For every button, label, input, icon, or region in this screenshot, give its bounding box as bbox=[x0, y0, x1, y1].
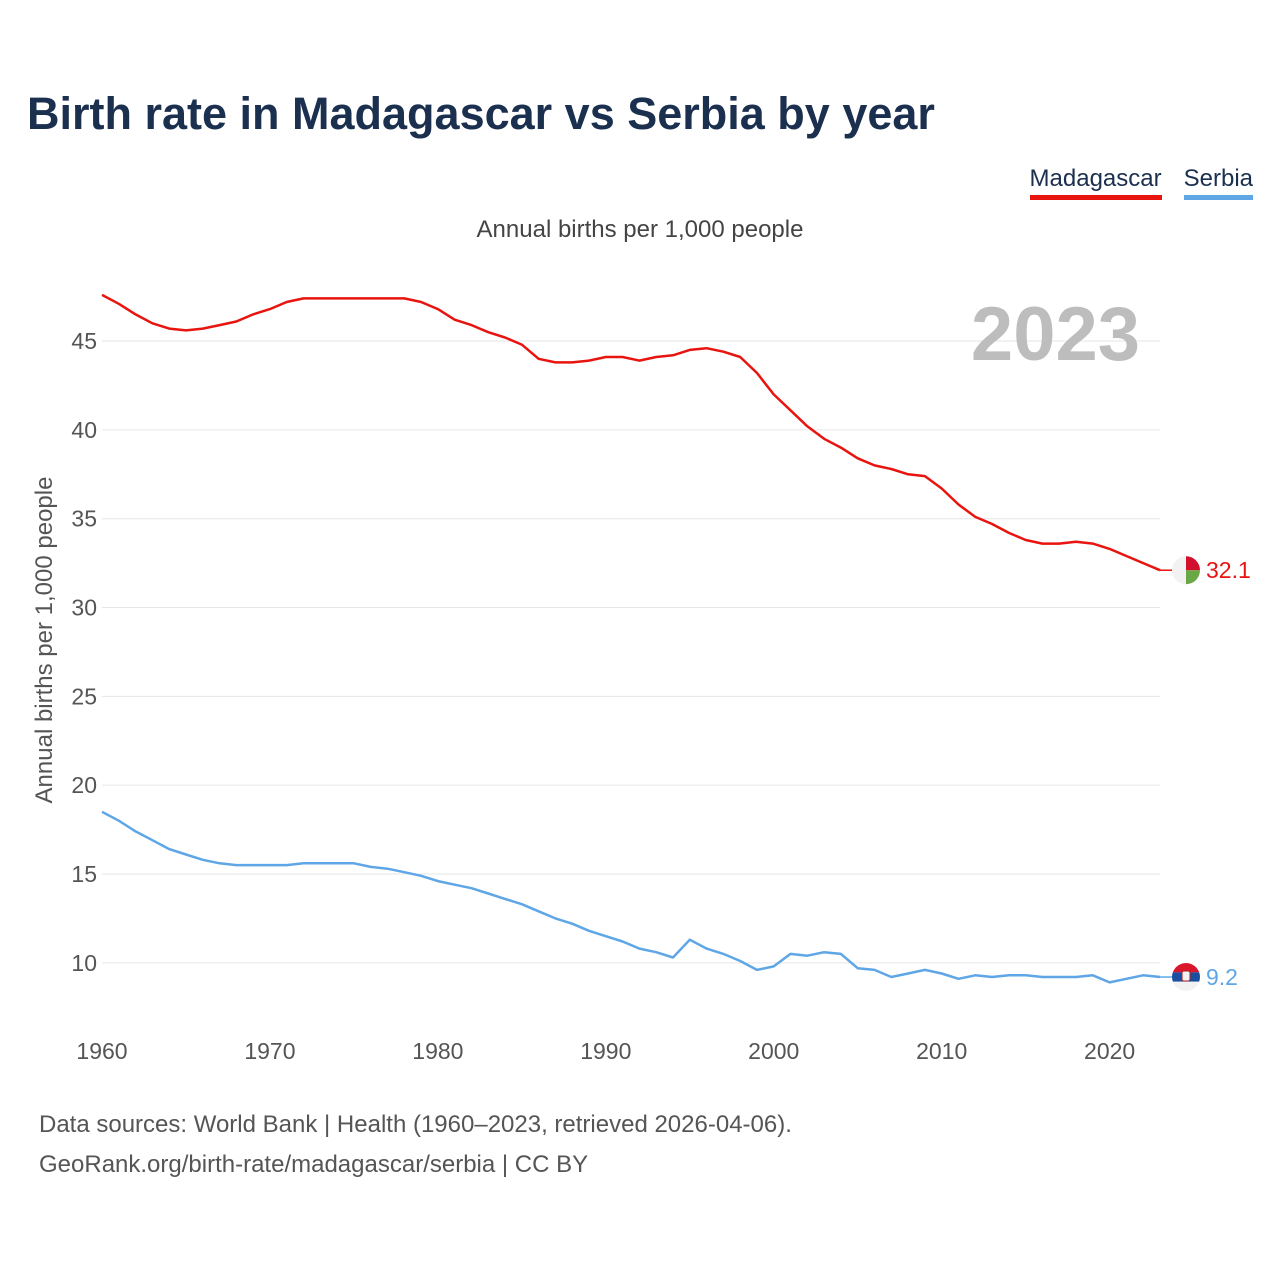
source-note: Data sources: World Bank | Health (1960–… bbox=[39, 1105, 792, 1185]
y-axis-ticks: 10 15 20 25 30 35 40 45 bbox=[71, 328, 97, 976]
x-axis-ticks: 1960 1970 1980 1990 2000 2010 2020 bbox=[76, 1038, 1135, 1064]
x-tick-label: 1980 bbox=[412, 1038, 463, 1064]
source-line-2[interactable]: GeoRank.org/birth-rate/madagascar/serbia… bbox=[39, 1151, 589, 1178]
flag-bands bbox=[1172, 963, 1200, 992]
year-watermark: 2023 bbox=[971, 292, 1140, 377]
series-line-madagascar[interactable] bbox=[101, 293, 1161, 572]
end-markers: 32.1 9.2 bbox=[1160, 556, 1251, 992]
x-tick-label: 1990 bbox=[580, 1038, 631, 1064]
y-axis-label: Annual births per 1,000 people bbox=[31, 477, 58, 804]
flag-part bbox=[1172, 981, 1200, 992]
legend-item-madagascar[interactable]: Madagascar bbox=[1029, 165, 1162, 200]
legend: Madagascar Serbia bbox=[1029, 165, 1253, 200]
y-tick-label: 45 bbox=[71, 328, 97, 354]
end-value-label-madagascar: 32.1 bbox=[1206, 557, 1251, 583]
flag-part bbox=[1186, 570, 1200, 585]
flag-part bbox=[1186, 556, 1200, 571]
flag-icon-serbia bbox=[1160, 963, 1200, 992]
flag-part bbox=[1181, 970, 1191, 982]
y-tick-label: 25 bbox=[71, 683, 97, 709]
flag-part bbox=[1172, 963, 1200, 973]
y-tick-label: 20 bbox=[71, 772, 97, 798]
end-value-label-serbia: 9.2 bbox=[1206, 964, 1238, 990]
y-tick-label: 40 bbox=[71, 417, 97, 443]
x-tick-label: 2010 bbox=[916, 1038, 967, 1064]
x-tick-label: 1970 bbox=[244, 1038, 295, 1064]
y-tick-label: 15 bbox=[71, 861, 97, 887]
series-line-serbia[interactable] bbox=[101, 810, 1161, 984]
legend-item-serbia[interactable]: Serbia bbox=[1183, 165, 1253, 200]
flag-icon-madagascar bbox=[1160, 556, 1200, 585]
y-tick-label: 10 bbox=[71, 950, 97, 976]
y-tick-label: 35 bbox=[71, 506, 97, 532]
chart-subtitle: Annual births per 1,000 people bbox=[476, 216, 804, 243]
line-chart: 2023 10 15 20 25 30 35 40 45 1960 1970 1980 1990 20… bbox=[31, 292, 1251, 1064]
series-lines bbox=[101, 293, 1161, 984]
flag-part bbox=[1172, 556, 1186, 585]
page-title: Birth rate in Madagascar vs Serbia by ye… bbox=[27, 88, 935, 139]
x-tick-label: 1960 bbox=[76, 1038, 127, 1064]
grid-lines bbox=[102, 340, 1160, 964]
source-line-1: Data sources: World Bank | Health (1960–… bbox=[39, 1111, 792, 1138]
x-tick-label: 2020 bbox=[1084, 1038, 1135, 1064]
x-tick-label: 2000 bbox=[748, 1038, 799, 1064]
y-tick-label: 30 bbox=[71, 595, 97, 621]
